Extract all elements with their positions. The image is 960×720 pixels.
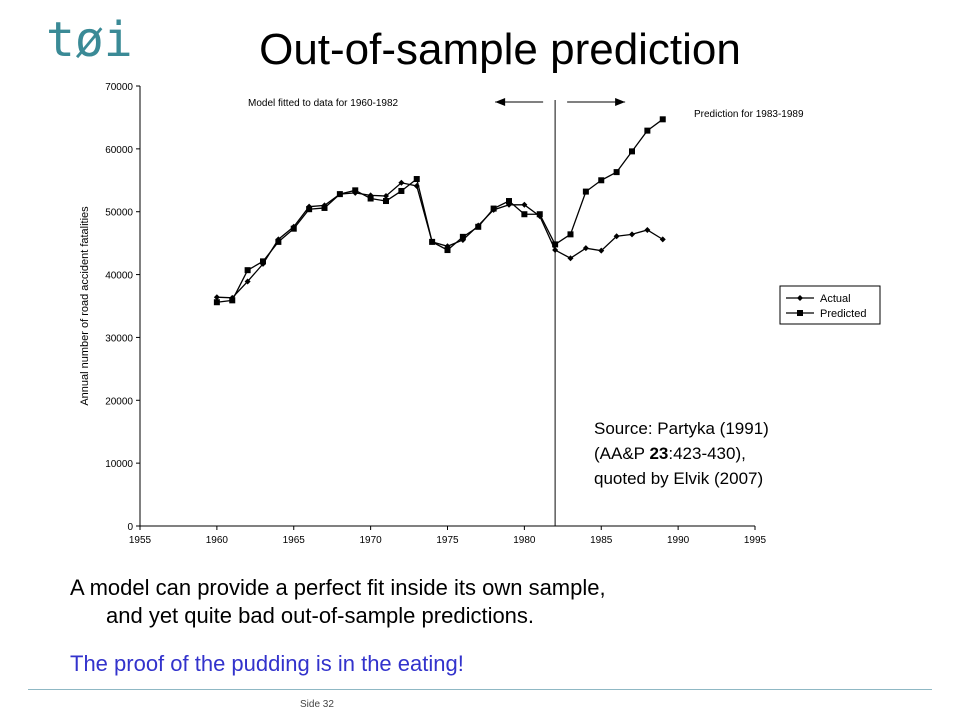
body-line-2: and yet quite bad out-of-sample predicti…: [106, 603, 535, 628]
series-line-predicted: [216, 118, 664, 303]
legend-marker-predicted: [797, 310, 803, 316]
data-point-predicted: [306, 206, 313, 213]
x-tick-label: 1970: [360, 535, 383, 546]
page-number: Side 32: [300, 699, 334, 710]
data-point-actual: [582, 245, 589, 252]
slide-title: Out-of-sample prediction: [259, 25, 741, 74]
data-point-predicted: [490, 205, 497, 212]
svg-text:tøi: tøi: [46, 14, 133, 68]
data-point-predicted: [213, 299, 220, 306]
data-point-predicted: [367, 195, 374, 202]
data-point-predicted: [582, 188, 589, 195]
data-point-predicted: [413, 176, 420, 183]
y-tick-label: 40000: [105, 271, 133, 282]
legend-label: Predicted: [820, 308, 866, 320]
tagline: The proof of the pudding is in the eatin…: [70, 651, 464, 676]
data-point-predicted: [506, 198, 512, 205]
source-line-2: (AA&P 23:423-430),: [594, 441, 769, 466]
y-tick-label: 10000: [105, 459, 133, 470]
data-point-predicted: [383, 198, 389, 205]
source-pages: :423-430),: [668, 444, 746, 463]
y-tick-label: 30000: [105, 333, 133, 344]
y-tick-label: 60000: [105, 145, 133, 156]
source-line-3: quoted by Elvik (2007): [594, 469, 764, 488]
series-line-actual: [216, 182, 664, 299]
data-point-predicted: [398, 187, 405, 194]
x-tick-label: 1965: [283, 535, 306, 546]
data-point-predicted: [536, 211, 543, 218]
toi-logo: tøi: [46, 14, 133, 68]
x-tick-label: 1955: [129, 535, 152, 546]
body-text: A model can provide a perfect fit inside…: [70, 574, 930, 630]
data-point-actual: [552, 247, 559, 254]
data-point-predicted: [260, 258, 266, 265]
x-tick-label: 1980: [513, 535, 536, 546]
data-point-predicted: [613, 169, 620, 176]
data-point-predicted: [229, 297, 236, 304]
series-actual: [213, 179, 666, 301]
y-tick-label: 70000: [105, 82, 133, 93]
data-point-actual: [383, 193, 389, 199]
legend-marker-actual: [797, 295, 803, 301]
source-volume: 23: [649, 444, 669, 463]
data-point-predicted: [321, 204, 328, 211]
data-point-predicted: [352, 187, 359, 194]
data-point-predicted: [629, 148, 635, 155]
data-point-actual: [244, 278, 251, 285]
x-tick-label: 1995: [744, 535, 767, 546]
data-point-predicted: [659, 116, 666, 123]
data-point-predicted: [444, 247, 451, 254]
data-point-actual: [398, 179, 405, 186]
data-point-predicted: [244, 267, 251, 274]
source-journal: (AA&P: [594, 444, 650, 463]
data-point-actual: [644, 226, 651, 233]
legend-label: Actual: [820, 293, 851, 305]
x-tick-label: 1990: [667, 535, 690, 546]
y-tick-label: 0: [127, 522, 133, 533]
data-point-predicted: [429, 238, 436, 245]
chart-legend: Actual Predicted: [779, 285, 881, 325]
fit-range-annotation: Model fitted to data for 1960-1982: [248, 98, 399, 109]
data-point-actual: [629, 231, 635, 238]
fit-arrow-head: [495, 98, 506, 106]
fatalities-line-chart: Model fitted to data for 1960-1982 Predic…: [79, 82, 881, 546]
x-tick-label: 1985: [590, 535, 613, 546]
data-point-actual: [213, 294, 220, 301]
data-point-actual: [567, 255, 574, 262]
y-tick-label: 20000: [105, 396, 133, 407]
data-point-predicted: [459, 233, 466, 240]
data-point-predicted: [521, 211, 528, 218]
data-point-predicted: [567, 231, 574, 238]
footer-divider: [28, 689, 932, 690]
chart-series: [213, 116, 666, 306]
chart-annotations: Model fitted to data for 1960-1982 Predic…: [248, 98, 804, 526]
chart-axes: 0 10000 20000 30000 40000 50000 60000 70000 1955…: [79, 82, 767, 546]
x-tick-label: 1960: [206, 535, 229, 546]
x-tick-label: 1975: [436, 535, 459, 546]
data-point-predicted: [275, 238, 282, 245]
data-point-actual: [659, 236, 666, 243]
legend-box: [779, 285, 881, 325]
data-point-predicted: [336, 191, 343, 198]
data-point-actual: [521, 201, 528, 208]
source-line-1: Source: Partyka (1991): [594, 419, 769, 438]
series-predicted: [213, 116, 666, 306]
data-point-actual: [598, 247, 605, 254]
data-point-actual: [613, 233, 620, 240]
data-point-predicted: [290, 225, 297, 232]
body-line-1: A model can provide a perfect fit inside…: [70, 575, 606, 600]
source-note: Source: Partyka (1991) (AA&P 23:423-430)…: [594, 416, 769, 491]
y-tick-label: 50000: [105, 208, 133, 219]
data-point-predicted: [475, 223, 482, 230]
data-point-predicted: [552, 241, 559, 248]
data-point-predicted: [598, 177, 605, 184]
y-axis-label: Annual number of road accident fatalitie…: [79, 206, 91, 406]
prediction-range-annotation: Prediction for 1983-1989: [694, 109, 804, 120]
prediction-arrow-head: [615, 98, 626, 106]
data-point-predicted: [644, 127, 651, 134]
